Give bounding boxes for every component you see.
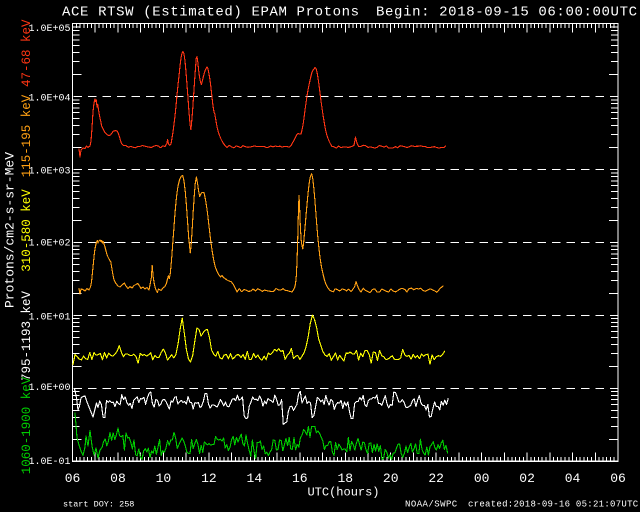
svg-text:02: 02: [519, 471, 535, 486]
svg-text:1.0E+01: 1.0E+01: [28, 313, 70, 324]
svg-text:12: 12: [201, 471, 217, 486]
svg-text:10: 10: [156, 471, 172, 486]
svg-text:UTC(hours): UTC(hours): [307, 486, 379, 500]
svg-text:310-580 keV: 310-580 keV: [20, 189, 34, 272]
svg-text:18: 18: [337, 471, 353, 486]
svg-text:16: 16: [292, 471, 308, 486]
svg-text:ACE RTSW (Estimated) EPAM Prot: ACE RTSW (Estimated) EPAM Protons: [62, 5, 360, 21]
svg-text:created:2018-09-16 05:21:07UTC: created:2018-09-16 05:21:07UTC: [468, 500, 639, 510]
svg-text:start DOY: 258: start DOY: 258: [63, 500, 134, 510]
svg-text:1.0E-01: 1.0E-01: [28, 457, 70, 468]
svg-text:1.0E+00: 1.0E+00: [28, 383, 70, 394]
svg-text:115-195 keV: 115-195 keV: [20, 94, 34, 177]
svg-text:795-1193 keV: 795-1193 keV: [20, 290, 34, 381]
svg-text:08: 08: [110, 471, 126, 486]
svg-text:06: 06: [65, 471, 81, 486]
svg-text:1.0E+03: 1.0E+03: [28, 167, 70, 178]
svg-text:04: 04: [565, 471, 581, 486]
svg-text:22: 22: [428, 471, 444, 486]
svg-text:14: 14: [247, 471, 263, 486]
svg-text:00: 00: [474, 471, 490, 486]
svg-text:06: 06: [610, 471, 626, 486]
svg-text:1.0E+02: 1.0E+02: [28, 238, 70, 249]
svg-text:1.0E+05: 1.0E+05: [28, 24, 70, 35]
svg-text:1060-1900 keV: 1060-1900 keV: [20, 376, 34, 474]
svg-text:Begin: 2018-09-15 06:00:00UTC: Begin: 2018-09-15 06:00:00UTC: [376, 5, 638, 21]
svg-text:Protons/cm2-s-sr-MeV: Protons/cm2-s-sr-MeV: [3, 152, 18, 308]
svg-text:47-68 keV: 47-68 keV: [20, 19, 34, 87]
svg-text:NOAA/SWPC: NOAA/SWPC: [405, 500, 458, 510]
svg-text:20: 20: [383, 471, 399, 486]
svg-text:1.0E+04: 1.0E+04: [28, 94, 70, 105]
